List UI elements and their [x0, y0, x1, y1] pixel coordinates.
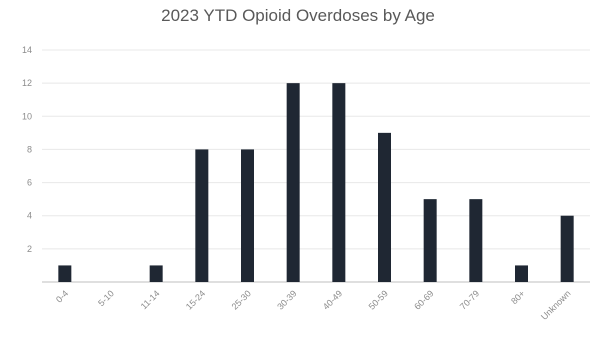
y-tick-label: 14: [22, 45, 32, 55]
y-tick-label: 2: [27, 244, 32, 254]
chart-title: 2023 YTD Opioid Overdoses by Age: [161, 6, 435, 25]
bar: [241, 149, 254, 282]
x-tick-label: 60-69: [412, 288, 435, 311]
x-tick-label: 70-79: [458, 288, 481, 311]
bar: [332, 83, 346, 283]
y-tick-label: 6: [27, 178, 32, 188]
x-tick-label: 30-39: [275, 288, 298, 311]
x-tick-label: 25-30: [230, 288, 253, 311]
y-tick-label: 8: [27, 144, 32, 154]
bar: [515, 265, 528, 282]
bar: [469, 199, 483, 282]
y-tick-label: 4: [27, 211, 32, 221]
bar: [286, 83, 300, 283]
x-tick-label: 0-4: [54, 288, 70, 304]
y-tick-label: 10: [22, 111, 32, 121]
x-tick-label: 15-24: [184, 288, 207, 311]
x-tick-label: 5-10: [96, 288, 116, 308]
x-tick-label: 80+: [509, 288, 527, 306]
bar: [58, 265, 72, 282]
bar: [560, 215, 574, 282]
x-tick-label: 40-49: [321, 288, 344, 311]
bar: [195, 149, 209, 282]
bar: [149, 265, 163, 282]
bar: [378, 132, 391, 282]
x-tick-label: Unknown: [539, 288, 573, 322]
x-tick-label: 11-14: [139, 288, 162, 311]
bar: [423, 199, 437, 282]
x-tick-label: 50-59: [367, 288, 390, 311]
y-tick-label: 12: [22, 78, 32, 88]
